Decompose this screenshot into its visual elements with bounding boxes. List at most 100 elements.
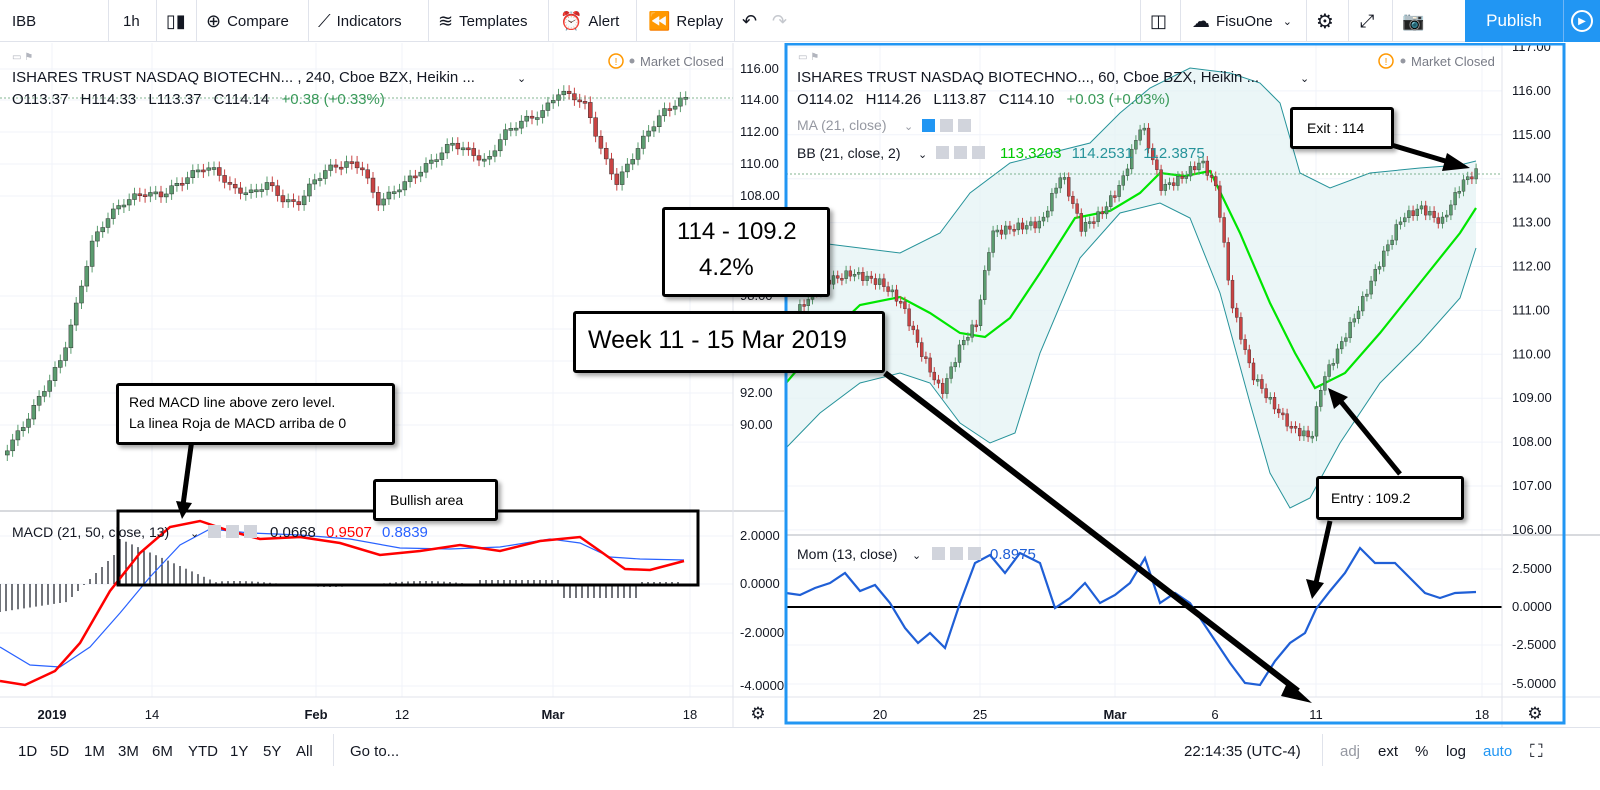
- close-icon[interactable]: [972, 146, 985, 159]
- macd-controls[interactable]: [208, 525, 257, 538]
- eye-icon[interactable]: [932, 547, 945, 560]
- right-mom-axis[interactable]: 2.5000 0.0000 -2.5000 -5.0000: [1512, 561, 1556, 691]
- right-gear-icon[interactable]: ⚙: [1527, 704, 1542, 723]
- templates-button[interactable]: ≋ Templates: [438, 0, 527, 42]
- candle: [1281, 412, 1285, 416]
- range-button-5y[interactable]: 5Y: [263, 742, 282, 760]
- chevron-down-icon[interactable]: ⌄: [918, 149, 927, 161]
- eye-icon[interactable]: [208, 525, 221, 538]
- bb-label[interactable]: BB (21, close, 2): [797, 145, 901, 161]
- candle: [556, 94, 561, 101]
- arrow-macd-note[interactable]: [180, 438, 195, 506]
- candle-icon: ▯▮: [166, 10, 186, 31]
- chart-style-button[interactable]: ▯▮: [166, 0, 192, 42]
- left-macd-axis[interactable]: 2.0000 0.0000 -2.0000 -4.0000: [740, 528, 784, 693]
- layout-button[interactable]: ◫: [1150, 0, 1173, 42]
- settings-button[interactable]: ⚙: [1316, 0, 1340, 42]
- left-macd-label[interactable]: MACD (21, 50, close, 13): [12, 524, 169, 540]
- candle: [1188, 166, 1193, 177]
- candle: [598, 135, 604, 149]
- range-button-5d[interactable]: 5D: [50, 742, 70, 760]
- account-menu[interactable]: ☁ FisuOne ⌄: [1192, 0, 1292, 42]
- range-button-1m[interactable]: 1M: [84, 742, 105, 760]
- arrow-entry-mom[interactable]: [1313, 520, 1333, 584]
- range-button-6m[interactable]: 6M: [152, 742, 173, 760]
- fullscreen-button[interactable]: ⤢: [1360, 0, 1380, 42]
- replay-button[interactable]: ⏪ Replay: [648, 0, 723, 42]
- undo-button[interactable]: ↶: [742, 0, 763, 42]
- redo-button[interactable]: ↷: [772, 0, 793, 42]
- eye-icon[interactable]: [936, 146, 949, 159]
- close-icon[interactable]: [244, 525, 257, 538]
- ext-toggle[interactable]: ext: [1378, 740, 1398, 762]
- week-label: Week 11 - 15 Mar 2019: [588, 326, 847, 354]
- warning-icon: [1378, 53, 1394, 69]
- chevron-down-icon[interactable]: ⌄: [517, 73, 526, 85]
- calc-note[interactable]: 114 - 109.2 4.2%: [662, 207, 830, 297]
- range-button-all[interactable]: All: [296, 742, 313, 760]
- gear-icon[interactable]: [954, 146, 967, 159]
- ma-controls[interactable]: [922, 119, 971, 132]
- chevron-down-icon[interactable]: ⌄: [904, 121, 913, 133]
- candle: [466, 147, 471, 151]
- time-tick: 12: [395, 707, 409, 722]
- macd-note[interactable]: Red MACD line above zero level. La linea…: [116, 383, 395, 445]
- chevron-down-icon[interactable]: ⌄: [1300, 73, 1309, 85]
- interval-button[interactable]: 1h: [123, 0, 140, 42]
- candle: [132, 193, 137, 200]
- percent-toggle[interactable]: %: [1415, 740, 1428, 762]
- chevron-down-icon[interactable]: ⌄: [190, 528, 199, 540]
- indicators-button[interactable]: ⟋ Indicators: [318, 0, 402, 42]
- bullish-note[interactable]: Bullish area: [373, 479, 498, 521]
- candle: [323, 170, 328, 179]
- right-chart-pane[interactable]: 117.00 116.00 115.00 114.00 113.00 112.00 111.…: [784, 43, 1600, 727]
- candle: [126, 199, 132, 206]
- log-toggle[interactable]: log: [1446, 740, 1466, 762]
- play-button[interactable]: ▶: [1563, 0, 1600, 42]
- gear-icon[interactable]: [940, 119, 953, 132]
- close-icon[interactable]: [968, 547, 981, 560]
- range-button-1y[interactable]: 1Y: [230, 742, 249, 760]
- eye-off-icon[interactable]: [922, 119, 935, 132]
- candle: [185, 177, 190, 184]
- gear-icon[interactable]: [226, 525, 239, 538]
- compare-button[interactable]: ⊕ Compare: [206, 0, 289, 42]
- candle: [1352, 318, 1357, 323]
- goto-button[interactable]: Go to...: [350, 740, 399, 762]
- exit-note[interactable]: Exit : 114: [1290, 107, 1394, 149]
- right-price-axis[interactable]: 117.00 116.00 115.00 114.00 113.00 112.00 111.…: [1512, 43, 1552, 537]
- left-gear-icon[interactable]: ⚙: [750, 704, 765, 723]
- candle: [535, 117, 540, 120]
- left-time-axis[interactable]: 2019 14 Feb 12 Mar 18: [38, 707, 698, 722]
- ma-label[interactable]: MA (21, close): [797, 117, 886, 133]
- gear-icon[interactable]: [950, 547, 963, 560]
- candle: [1327, 364, 1331, 377]
- left-chart-title[interactable]: ISHARES TRUST NASDAQ BIOTECHN... , 240, …: [12, 69, 475, 86]
- right-chart-title[interactable]: ISHARES TRUST NASDAQ BIOTECHNO..., 60, C…: [797, 69, 1259, 86]
- range-button-3m[interactable]: 3M: [118, 742, 139, 760]
- publish-button[interactable]: Publish: [1465, 0, 1563, 42]
- entry-note[interactable]: Entry : 109.2: [1316, 476, 1464, 520]
- drawing-overlay[interactable]: [116, 135, 1470, 703]
- right-time-axis[interactable]: 20 25 Mar 6 11 18: [873, 707, 1489, 722]
- close-icon[interactable]: [958, 119, 971, 132]
- price-tick: 112.00: [1512, 259, 1551, 274]
- mom-controls[interactable]: [932, 547, 981, 560]
- candle: [635, 148, 641, 160]
- clock[interactable]: 22:14:35 (UTC-4): [1184, 740, 1301, 762]
- snapshot-button[interactable]: 📷: [1402, 0, 1430, 42]
- adj-toggle[interactable]: adj: [1340, 740, 1360, 762]
- auto-toggle[interactable]: auto: [1483, 740, 1512, 762]
- alert-button[interactable]: ⏰ Alert: [560, 0, 619, 42]
- week-note[interactable]: Week 11 - 15 Mar 2019: [573, 311, 885, 373]
- symbol-search[interactable]: IBB: [12, 0, 36, 42]
- arrow-entry-price[interactable]: [1336, 396, 1402, 476]
- chevron-down-icon[interactable]: ⌄: [912, 550, 921, 562]
- mom-label[interactable]: Mom (13, close): [797, 546, 897, 562]
- range-button-ytd[interactable]: YTD: [188, 742, 218, 760]
- range-button-1d[interactable]: 1D: [18, 742, 38, 760]
- chart-area[interactable]: 116.00114.00112.00110.00108.0098.0096.00…: [0, 43, 1600, 727]
- arrow-week[interactable]: [883, 370, 1300, 694]
- maximize-button[interactable]: ⛶: [1530, 740, 1543, 762]
- bb-controls[interactable]: [936, 146, 985, 159]
